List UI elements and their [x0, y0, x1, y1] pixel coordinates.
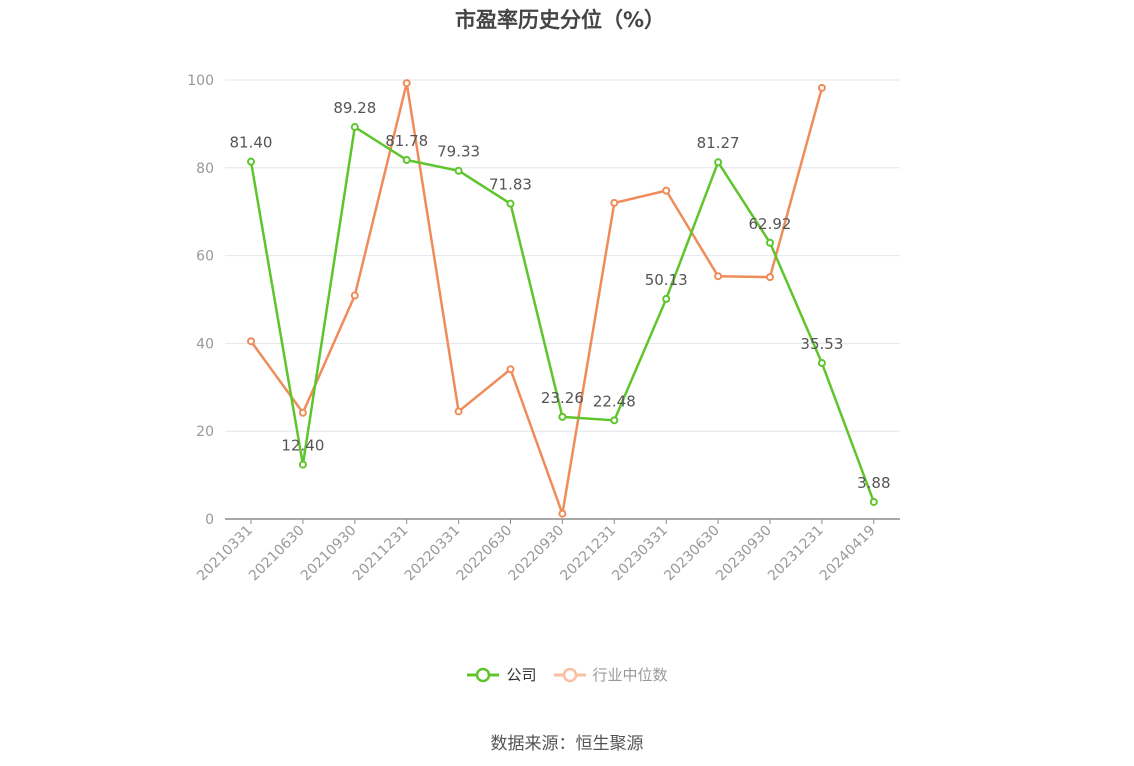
- chart-title: 市盈率历史分位（%）: [454, 8, 666, 32]
- x-tick-label: 20210331: [194, 523, 256, 585]
- data-point-industry-median[interactable]: [714, 272, 723, 281]
- series-line-industry-median: [249, 81, 824, 515]
- data-point-industry-median[interactable]: [402, 79, 411, 88]
- data-point-industry-median[interactable]: [247, 337, 255, 346]
- data-label-company: 12.40: [281, 437, 324, 455]
- data-point-company[interactable]: [558, 412, 567, 421]
- legend-label-company: 公司: [506, 666, 537, 684]
- series-line-company: [249, 125, 875, 503]
- data-point-industry-median[interactable]: [662, 186, 671, 195]
- data-label-company: 81.40: [230, 134, 273, 152]
- line-chart: 0 20 40 60 80 100 2021033120210630202109302021…: [187, 73, 900, 584]
- x-tick-label: 20210630: [246, 523, 308, 585]
- legend-label-industry-median: 行业中位数: [592, 666, 668, 684]
- legend-item-company[interactable]: 公司: [466, 664, 537, 685]
- x-tick-label: 20230930: [713, 523, 775, 585]
- x-tick-label: 20221231: [557, 523, 619, 585]
- x-tick-label: 20230630: [661, 523, 723, 585]
- data-point-company[interactable]: [402, 155, 411, 164]
- data-source: 数据来源：恒生聚源: [490, 734, 644, 754]
- y-tick-label: 0: [205, 512, 214, 528]
- y-tick-label: 40: [196, 336, 214, 352]
- data-point-company[interactable]: [350, 123, 359, 132]
- x-tick-label: 20220331: [402, 523, 464, 585]
- data-point-company[interactable]: [454, 166, 463, 175]
- data-point-company[interactable]: [869, 497, 878, 506]
- x-tick-label: 20230331: [609, 523, 671, 585]
- data-point-company[interactable]: [610, 416, 619, 425]
- data-point-industry-median[interactable]: [558, 509, 567, 518]
- data-label-company: 3.88: [857, 474, 890, 492]
- legend-swatch-industry-median-icon: [553, 667, 586, 682]
- axes: 0 20 40 60 80 100 2021033120210630202109302021…: [187, 73, 900, 584]
- series-lines: [247, 79, 878, 518]
- data-point-industry-median[interactable]: [350, 291, 359, 300]
- data-label-company: 89.28: [333, 99, 376, 117]
- data-point-company[interactable]: [247, 157, 255, 166]
- data-label-company: 35.53: [800, 335, 843, 353]
- legend: 公司 行业中位数: [0, 664, 1134, 685]
- data-label-company: 23.26: [541, 389, 584, 407]
- legend-item-industry-median[interactable]: 行业中位数: [553, 664, 668, 685]
- x-tick-label: 20231231: [765, 523, 827, 585]
- y-tick-label: 80: [196, 161, 214, 177]
- data-point-industry-median[interactable]: [298, 408, 307, 417]
- data-point-company[interactable]: [662, 294, 671, 303]
- data-point-industry-median[interactable]: [766, 273, 774, 282]
- data-label-company: 50.13: [645, 271, 688, 289]
- data-label-company: 22.48: [593, 392, 636, 410]
- data-label-company: 62.92: [749, 215, 792, 233]
- data-label-company: 79.33: [437, 143, 480, 161]
- legend-swatch-company-icon: [467, 667, 500, 682]
- data-label-company: 71.83: [489, 176, 532, 194]
- grid-lines: [225, 79, 900, 432]
- data-point-industry-median[interactable]: [506, 365, 515, 374]
- x-tick-label: 20240419: [817, 523, 879, 585]
- data-point-industry-median[interactable]: [454, 407, 463, 416]
- data-label-company: 81.78: [385, 132, 428, 150]
- data-point-company[interactable]: [817, 359, 826, 368]
- data-point-company[interactable]: [506, 199, 515, 208]
- data-labels: 81.40 12.40 89.28 81.78 79.33 71.83 23.26 22.48…: [230, 99, 891, 492]
- x-tick-label: 20220930: [506, 523, 568, 585]
- data-point-company[interactable]: [298, 460, 307, 469]
- data-point-industry-median[interactable]: [817, 83, 826, 92]
- data-point-company[interactable]: [714, 158, 723, 167]
- y-tick-label: 100: [187, 73, 214, 89]
- data-label-company: 81.27: [697, 134, 740, 152]
- data-point-company[interactable]: [766, 238, 774, 247]
- x-tick-label: 20211231: [350, 523, 412, 585]
- data-point-industry-median[interactable]: [610, 198, 619, 207]
- x-tick-label: 20210930: [298, 523, 360, 585]
- y-tick-label: 60: [196, 249, 214, 265]
- y-tick-label: 20: [196, 424, 214, 440]
- x-tick-label: 20220630: [454, 523, 516, 585]
